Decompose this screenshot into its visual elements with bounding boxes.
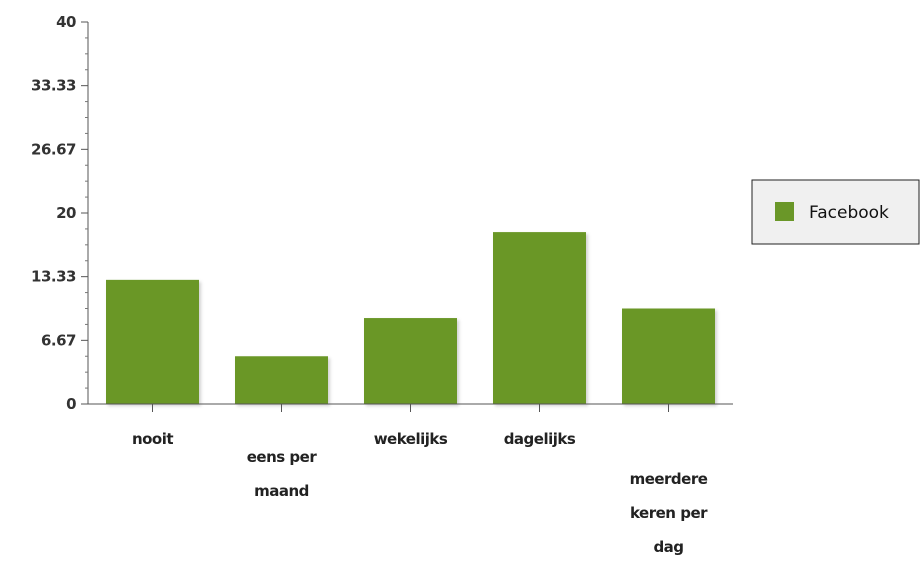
x-category-label-line: eens per bbox=[247, 448, 318, 466]
x-category-label: meerdere keren per dag bbox=[630, 470, 709, 556]
bar bbox=[493, 232, 586, 404]
x-category-label: wekelijks bbox=[374, 430, 449, 448]
y-tick-label: 6.67 bbox=[41, 331, 76, 349]
legend: Facebook bbox=[751, 179, 920, 245]
x-category-label-line: keren per bbox=[630, 504, 708, 522]
x-category-label-line: dag bbox=[653, 538, 683, 556]
x-category-label-line: maand bbox=[254, 482, 309, 500]
y-tick-label: 40 bbox=[56, 13, 76, 31]
y-tick-label: 13.33 bbox=[31, 268, 76, 286]
bar bbox=[106, 279, 199, 404]
x-category-label: eens per maand bbox=[247, 448, 318, 500]
bar bbox=[235, 356, 328, 404]
x-category-label-line: meerdere bbox=[630, 470, 708, 488]
y-tick-label: 33.33 bbox=[31, 77, 76, 95]
y-tick-label: 0 bbox=[66, 395, 76, 413]
x-category-label-line: dagelijks bbox=[504, 430, 576, 448]
x-category-label: dagelijks bbox=[504, 430, 577, 448]
y-tick-label: 26.67 bbox=[31, 140, 76, 158]
bars bbox=[106, 232, 715, 404]
legend-label: Facebook bbox=[809, 203, 889, 223]
x-category-label: nooit bbox=[132, 430, 174, 448]
bar bbox=[364, 318, 457, 404]
x-category-label-line: nooit bbox=[132, 430, 173, 448]
x-axis: nooit eens per maand wekelijks dagelijks meer… bbox=[88, 403, 733, 556]
y-axis: 0 6.67 13.33 20 26.67 33.33 40 bbox=[31, 13, 89, 413]
x-category-label-line: wekelijks bbox=[374, 430, 448, 448]
bar bbox=[622, 308, 715, 404]
y-tick-label: 20 bbox=[56, 204, 76, 222]
legend-swatch bbox=[775, 202, 794, 221]
